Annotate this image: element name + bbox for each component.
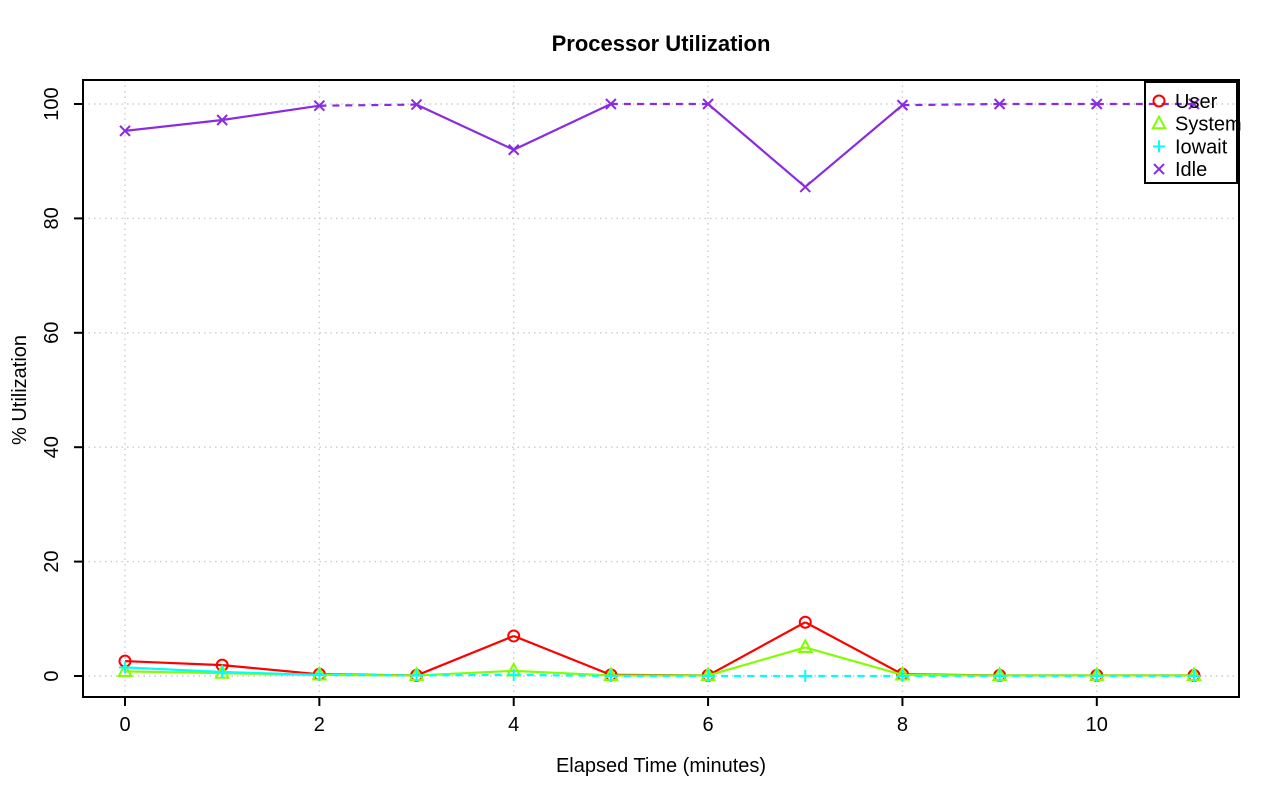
marker-user — [798, 615, 812, 629]
series-segment-system — [124, 670, 223, 675]
series-iowait — [119, 661, 1200, 682]
marker-idle — [1091, 98, 1103, 110]
series-segment-idle — [124, 118, 223, 132]
legend-label-system: System — [1175, 114, 1242, 136]
series-segment-system — [804, 646, 903, 676]
y-tick-label: 80 — [41, 207, 63, 229]
marker-idle — [799, 181, 811, 193]
marker-idle — [313, 100, 326, 112]
series-segment-idle — [513, 103, 612, 151]
y-tick-label: 60 — [41, 322, 63, 344]
series-lines — [117, 98, 1202, 682]
series-segment-iowait — [513, 673, 611, 678]
marker-idle — [702, 98, 714, 110]
marker-idle — [1188, 98, 1200, 110]
legend-label-idle: Idle — [1175, 159, 1207, 181]
series-segment-user — [513, 634, 612, 676]
x-axis-label: Elapsed Time (minutes) — [556, 755, 766, 777]
marker-idle — [119, 125, 131, 137]
series-segment-user — [707, 621, 806, 677]
marker-system — [117, 662, 133, 678]
marker-idle — [216, 114, 228, 126]
marker-idle — [605, 98, 617, 110]
series-segment-iowait — [222, 670, 320, 676]
x-tick-label: 4 — [508, 714, 519, 736]
series-user — [118, 615, 1201, 682]
legend-swatch-idle — [1153, 163, 1165, 175]
x-tick-label: 8 — [897, 714, 908, 736]
marker-idle — [508, 144, 520, 156]
legend-label-user: User — [1175, 91, 1218, 113]
series-segment-user — [804, 621, 903, 676]
grid — [83, 80, 1239, 697]
series-segment-user — [222, 664, 320, 676]
series-segment-iowait — [319, 673, 417, 677]
series-idle — [119, 98, 1200, 193]
y-axis-label: % Utilization — [9, 335, 31, 445]
series-segment-iowait — [124, 666, 223, 674]
y-tick-label: 0 — [41, 670, 63, 681]
legend-swatch-system — [1151, 114, 1167, 130]
plot-border — [82, 79, 1240, 698]
series-segment-iowait — [416, 673, 514, 677]
x-tick-label: 10 — [1086, 714, 1108, 736]
marker-system — [797, 638, 814, 653]
series-segment-idle — [707, 103, 806, 188]
series-segment-idle — [416, 103, 515, 151]
x-tick-label: 6 — [703, 714, 714, 736]
marker-user — [507, 629, 521, 643]
series-segment-idle — [804, 104, 904, 188]
x-tick-label: 2 — [314, 714, 325, 736]
x-tick-label: 0 — [119, 714, 130, 736]
y-tick-label: 40 — [41, 436, 63, 458]
marker-idle — [896, 99, 909, 111]
series-segment-idle — [222, 104, 320, 122]
series-segment-user — [416, 634, 515, 677]
marker-idle — [993, 98, 1006, 110]
legend-label-iowait: Iowait — [1175, 136, 1228, 158]
series-segment-system — [707, 646, 806, 677]
legend-swatch-user — [1152, 94, 1166, 108]
series-segment-idle — [319, 103, 417, 107]
marker-idle — [410, 98, 423, 111]
series-segment-idle — [902, 102, 1000, 107]
series-segment-system — [513, 669, 611, 677]
y-tick-label: 20 — [41, 550, 63, 572]
legend-box — [1144, 81, 1238, 184]
y-tick-label: 100 — [41, 87, 63, 120]
series-segment-user — [124, 660, 223, 667]
chart-title: Processor Utilization — [552, 31, 771, 56]
